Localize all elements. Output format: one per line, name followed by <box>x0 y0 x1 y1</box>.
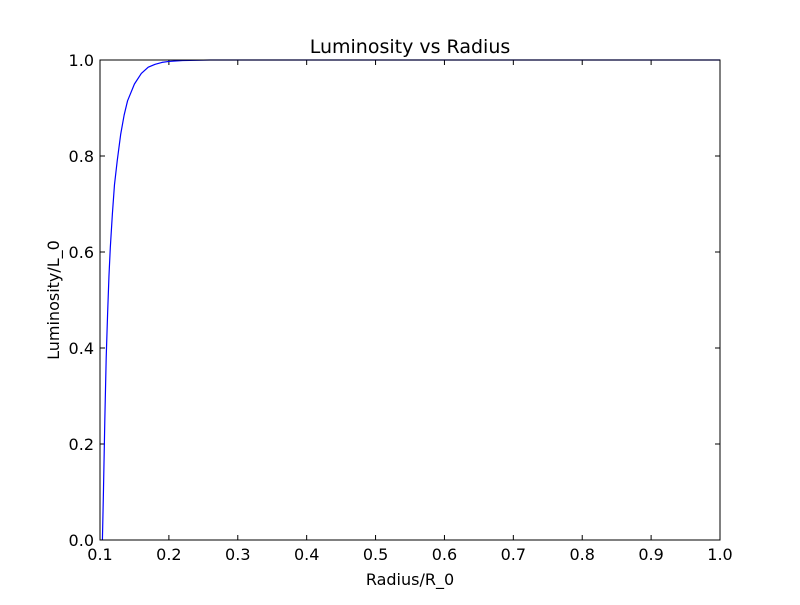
y-axis-label: Luminosity/L_0 <box>44 240 64 360</box>
chart-title: Luminosity vs Radius <box>310 36 511 58</box>
x-tick-label: 0.3 <box>225 545 250 564</box>
plot-frame <box>99 59 721 541</box>
y-tick-label: 0.6 <box>69 243 94 262</box>
y-tick-label: 0.0 <box>69 531 94 550</box>
x-tick-label: 0.8 <box>569 545 594 564</box>
y-tick-label: 1.0 <box>69 51 94 70</box>
x-tick-label: 0.9 <box>638 545 663 564</box>
x-tick-label: 0.7 <box>501 545 526 564</box>
x-tick-label: 0.2 <box>156 545 181 564</box>
x-tick-label: 0.5 <box>363 545 388 564</box>
series-group <box>101 59 720 541</box>
axis-ticks: 0.1 0.2 0.3 0.4 0.5 0.6 0.7 0.8 0.9 1.0 0.0 0.2 0.4 0… <box>69 51 733 564</box>
x-tick-label: 0.4 <box>294 545 319 564</box>
y-tick-label: 0.4 <box>69 339 94 358</box>
y-tick-label: 0.8 <box>69 147 94 166</box>
series-line <box>101 59 720 541</box>
x-tick-label: 1.0 <box>707 545 732 564</box>
x-axis-label: Radius/R_0 <box>366 570 454 590</box>
y-tick-label: 0.2 <box>69 435 94 454</box>
x-tick-label: 0.6 <box>432 545 457 564</box>
x-tick-label: 0.1 <box>87 545 112 564</box>
